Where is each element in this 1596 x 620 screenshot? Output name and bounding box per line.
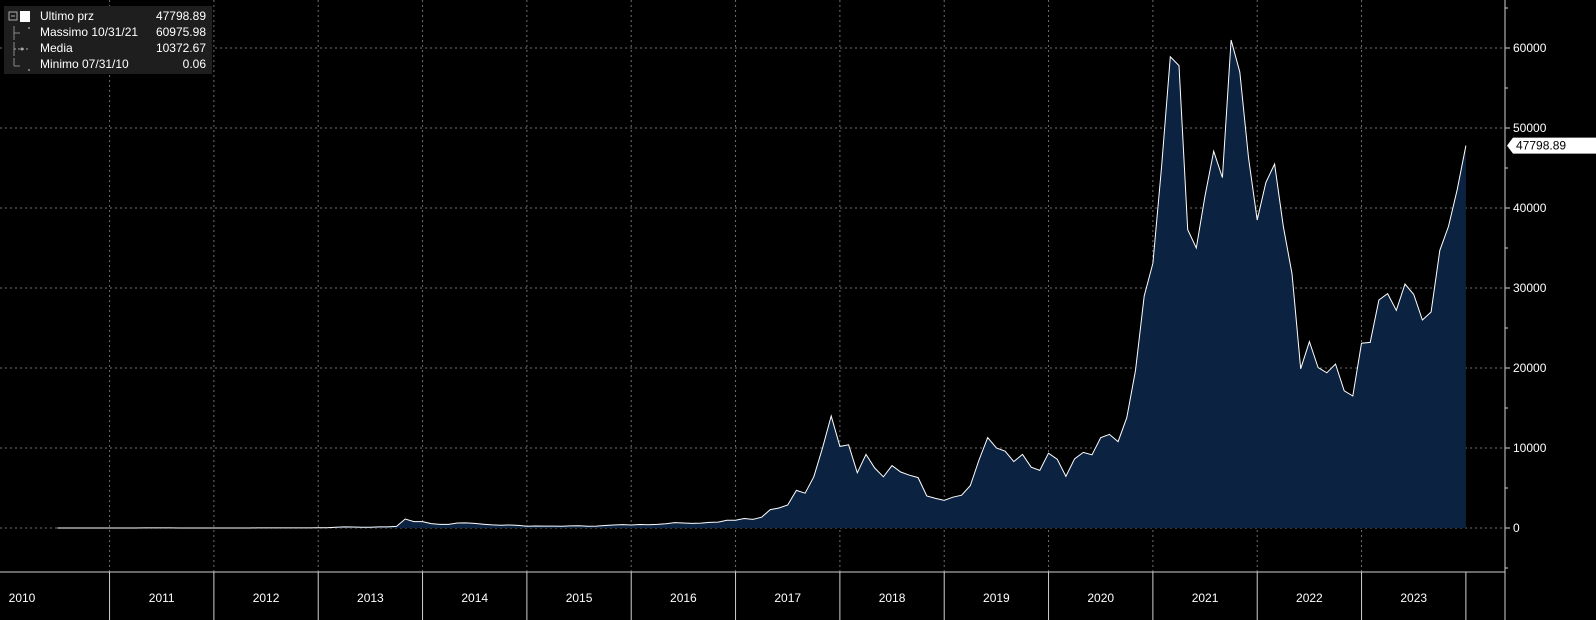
last-price-badge-bg bbox=[1507, 137, 1596, 154]
x-tick-label: 2012 bbox=[253, 591, 280, 605]
x-axis-labels: 2010 2011 2012 2013 2014 2015 2016 2017 2018 2019… bbox=[9, 572, 1467, 620]
y-tick-label: 0 bbox=[1513, 521, 1520, 535]
x-tick-label: 2010 bbox=[9, 591, 36, 605]
legend-value-last: 47798.89 bbox=[155, 9, 206, 23]
y-tick-label: 10000 bbox=[1513, 441, 1547, 455]
x-tick-label: 2022 bbox=[1296, 591, 1323, 605]
last-price-badge: 47798.89 bbox=[1507, 137, 1596, 154]
y-tick-label: 40000 bbox=[1513, 201, 1547, 215]
x-tick-label: 2017 bbox=[774, 591, 801, 605]
legend-label-average: Media bbox=[40, 41, 73, 55]
average-marker-icon bbox=[8, 42, 30, 56]
legend-value-average: 10372.67 bbox=[155, 41, 206, 55]
x-tick-label: 2020 bbox=[1087, 591, 1114, 605]
legend-item-low: Minimo 07/31/10 0.06 bbox=[4, 56, 212, 72]
collapse-icon[interactable] bbox=[8, 10, 30, 24]
y-tick-label: 30000 bbox=[1513, 281, 1547, 295]
x-tick-label: 2021 bbox=[1192, 591, 1219, 605]
legend-item-average: Media 10372.67 bbox=[4, 40, 212, 56]
y-tick-label: 50000 bbox=[1513, 121, 1547, 135]
x-tick-label: 2011 bbox=[149, 591, 175, 605]
x-tick-label: 2023 bbox=[1400, 591, 1427, 605]
x-tick-label: 2013 bbox=[357, 591, 384, 605]
legend-item-last: Ultimo prz 47798.89 bbox=[4, 8, 212, 24]
legend-item-high: Massimo 10/31/21 60975.98 bbox=[4, 24, 212, 40]
x-tick-label: 2019 bbox=[983, 591, 1010, 605]
legend-label-last: Ultimo prz bbox=[40, 9, 95, 23]
x-tick-label: 2015 bbox=[566, 591, 593, 605]
legend-label-low: Minimo 07/31/10 bbox=[40, 57, 129, 71]
legend: Ultimo prz 47798.89 Massimo 10/31/21 609… bbox=[4, 6, 212, 74]
y-axis-ticks: 0 10000 20000 30000 40000 50000 60000 bbox=[1505, 7, 1547, 569]
legend-label-high: Massimo 10/31/21 bbox=[40, 25, 139, 39]
low-marker-icon bbox=[8, 58, 34, 72]
x-tick-label: 2014 bbox=[461, 591, 488, 605]
x-tick-label: 2016 bbox=[670, 591, 697, 605]
high-marker-icon bbox=[8, 26, 34, 40]
x-tick-label: 2018 bbox=[879, 591, 906, 605]
y-tick-label: 60000 bbox=[1513, 41, 1547, 55]
price-line bbox=[57, 39, 1467, 529]
legend-value-low: 0.06 bbox=[182, 57, 206, 71]
last-price-badge-text: 47798.89 bbox=[1516, 139, 1566, 153]
price-area bbox=[57, 40, 1466, 528]
y-tick-label: 20000 bbox=[1513, 361, 1547, 375]
legend-value-high: 60975.98 bbox=[155, 25, 206, 39]
